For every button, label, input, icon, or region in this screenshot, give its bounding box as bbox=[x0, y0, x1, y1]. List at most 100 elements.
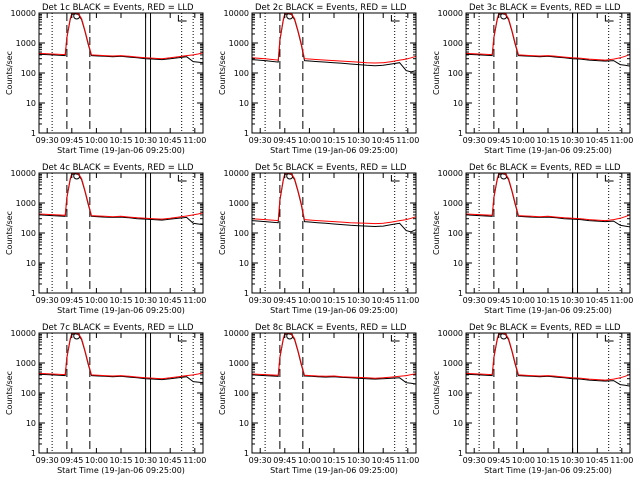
xtick-label: 09:30 bbox=[249, 456, 272, 465]
flag-marker-icon bbox=[177, 15, 187, 22]
ytick-label: 100 bbox=[21, 229, 36, 238]
ytick-label: 1000 bbox=[16, 39, 36, 48]
ytick-label: 10000 bbox=[224, 9, 249, 18]
ytick-label: 100 bbox=[234, 389, 249, 398]
xtick-label: 11:00 bbox=[610, 136, 633, 145]
y-axis-label: Counts/sec bbox=[432, 371, 441, 415]
x-axis-label: Start Time (19-Jan-06 09:25:00) bbox=[57, 146, 185, 155]
ytick-label: 1 bbox=[458, 449, 463, 458]
xtick-label: 11:00 bbox=[183, 136, 206, 145]
xtick-label: 11:00 bbox=[396, 456, 419, 465]
panel-7: 1 10 100 1000 10000 09:30 09:45 10:00 10:15 10:30… bbox=[5, 323, 206, 475]
ytick-label: 1 bbox=[31, 289, 36, 298]
xtick-label: 10:15 bbox=[109, 136, 132, 145]
y-axis-label: Counts/sec bbox=[432, 51, 441, 95]
ytick-label: 10 bbox=[453, 99, 463, 108]
ytick-label: 1 bbox=[31, 129, 36, 138]
panel-5: 1 10 100 1000 10000 09:30 09:45 10:00 10:15 10:30… bbox=[218, 163, 419, 315]
xtick-label: 10:15 bbox=[322, 136, 345, 145]
ytick-label: 10000 bbox=[438, 9, 463, 18]
ytick-label: 10 bbox=[453, 259, 463, 268]
ytick-label: 10 bbox=[26, 99, 36, 108]
ytick-label: 1000 bbox=[443, 39, 463, 48]
ytick-label: 1000 bbox=[229, 199, 249, 208]
xtick-label: 09:45 bbox=[487, 136, 510, 145]
flag-marker-icon bbox=[604, 15, 614, 22]
y-axis-label: Counts/sec bbox=[5, 211, 14, 255]
ytick-label: 100 bbox=[448, 229, 463, 238]
x-axis-label: Start Time (19-Jan-06 09:25:00) bbox=[270, 466, 398, 475]
xtick-label: 10:45 bbox=[586, 456, 609, 465]
xtick-label: 10:30 bbox=[134, 296, 157, 305]
xtick-label: 10:30 bbox=[347, 296, 370, 305]
ytick-label: 10 bbox=[26, 259, 36, 268]
series-lld bbox=[38, 332, 204, 380]
y-axis-label: Counts/sec bbox=[218, 211, 227, 255]
ytick-label: 10 bbox=[239, 419, 249, 428]
ytick-label: 1 bbox=[244, 289, 249, 298]
x-axis-label: Start Time (19-Jan-06 09:25:00) bbox=[57, 306, 185, 315]
xtick-label: 10:15 bbox=[536, 456, 559, 465]
xtick-label: 10:00 bbox=[298, 136, 321, 145]
ytick-label: 10000 bbox=[11, 169, 36, 178]
plot-frame bbox=[465, 332, 631, 454]
xtick-label: 11:00 bbox=[610, 456, 633, 465]
series-lld bbox=[38, 172, 204, 220]
ytick-label: 1 bbox=[244, 449, 249, 458]
ytick-label: 1000 bbox=[16, 199, 36, 208]
ytick-label: 1 bbox=[244, 129, 249, 138]
xtick-label: 11:00 bbox=[183, 456, 206, 465]
ytick-label: 100 bbox=[21, 389, 36, 398]
panel-title: Det 6c BLACK = Events, RED = LLD bbox=[469, 163, 621, 173]
xtick-label: 10:30 bbox=[561, 456, 584, 465]
xtick-label: 10:30 bbox=[347, 136, 370, 145]
xtick-label: 10:15 bbox=[322, 456, 345, 465]
plot-frame bbox=[38, 172, 204, 294]
ytick-label: 1000 bbox=[16, 359, 36, 368]
panel-title: Det 3c BLACK = Events, RED = LLD bbox=[469, 3, 621, 13]
panel-title: Det 1c BLACK = Events, RED = LLD bbox=[42, 3, 194, 13]
xtick-label: 10:45 bbox=[159, 456, 182, 465]
xtick-label: 10:45 bbox=[372, 136, 395, 145]
series-lld bbox=[465, 332, 631, 381]
xtick-label: 10:00 bbox=[298, 456, 321, 465]
ytick-label: 10 bbox=[239, 259, 249, 268]
xtick-label: 10:45 bbox=[159, 296, 182, 305]
ytick-label: 10000 bbox=[438, 329, 463, 338]
plot-frame bbox=[465, 12, 631, 134]
series-lld bbox=[465, 172, 631, 222]
ytick-label: 1 bbox=[458, 289, 463, 298]
xtick-label: 10:15 bbox=[109, 296, 132, 305]
x-axis-label: Start Time (19-Jan-06 09:25:00) bbox=[270, 146, 398, 155]
ytick-label: 10 bbox=[239, 99, 249, 108]
series-events bbox=[465, 13, 631, 67]
xtick-label: 10:30 bbox=[134, 136, 157, 145]
y-axis-label: Counts/sec bbox=[432, 211, 441, 255]
x-axis-label: Start Time (19-Jan-06 09:25:00) bbox=[484, 146, 612, 155]
xtick-label: 09:45 bbox=[60, 296, 83, 305]
plot-frame bbox=[251, 12, 417, 134]
xtick-label: 09:45 bbox=[273, 296, 296, 305]
xtick-label: 10:00 bbox=[298, 296, 321, 305]
x-axis-label: Start Time (19-Jan-06 09:25:00) bbox=[484, 306, 612, 315]
ytick-label: 10 bbox=[26, 419, 36, 428]
xtick-label: 10:15 bbox=[322, 296, 345, 305]
panel-9: 1 10 100 1000 10000 09:30 09:45 10:00 10:15 10:30… bbox=[432, 323, 633, 475]
series-events bbox=[465, 173, 631, 228]
xtick-label: 10:00 bbox=[85, 136, 108, 145]
series-lld bbox=[251, 12, 417, 64]
panel-title: Det 4c BLACK = Events, RED = LLD bbox=[42, 163, 194, 173]
ytick-label: 10000 bbox=[11, 329, 36, 338]
ytick-label: 10000 bbox=[224, 169, 249, 178]
xtick-label: 10:15 bbox=[109, 456, 132, 465]
panel-8: 1 10 100 1000 10000 09:30 09:45 10:00 10:15 10:30… bbox=[218, 323, 419, 475]
series-events bbox=[251, 173, 417, 233]
series-events bbox=[251, 13, 417, 73]
panel-2: 1 10 100 1000 10000 09:30 09:45 10:00 10:15 10:30… bbox=[218, 3, 419, 155]
y-axis-label: Counts/sec bbox=[5, 51, 14, 95]
xtick-label: 09:30 bbox=[36, 456, 59, 465]
ytick-label: 10000 bbox=[224, 329, 249, 338]
panel-title: Det 5c BLACK = Events, RED = LLD bbox=[255, 163, 407, 173]
panel-title: Det 2c BLACK = Events, RED = LLD bbox=[255, 3, 407, 13]
